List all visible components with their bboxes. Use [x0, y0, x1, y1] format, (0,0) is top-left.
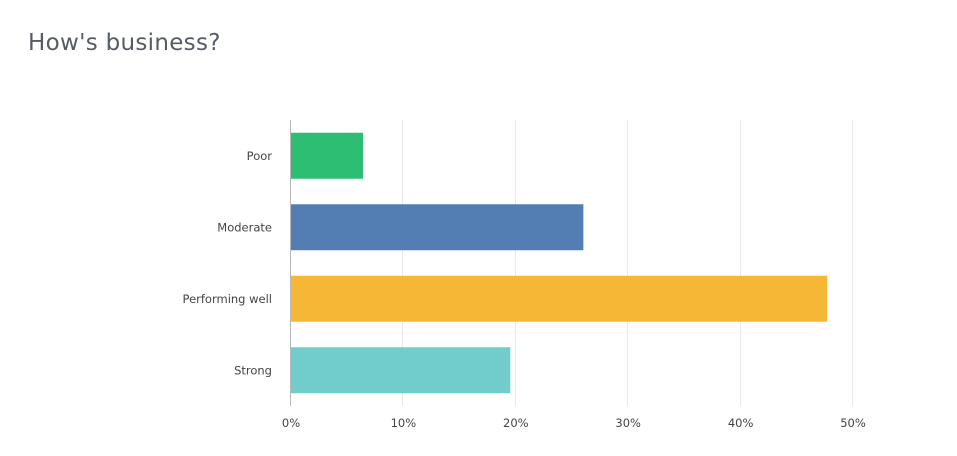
category-label-moderate: Moderate — [217, 220, 272, 234]
x-tick-label-0: 0% — [282, 416, 300, 430]
bar-strong — [291, 347, 511, 394]
category-label-poor: Poor — [247, 149, 273, 163]
bar-performing-well — [291, 275, 828, 322]
x-tick-label-50: 50% — [840, 416, 866, 430]
category-label-performing-well: Performing well — [183, 292, 272, 306]
x-tick-label-30: 30% — [615, 416, 641, 430]
x-tick-label-10: 10% — [391, 416, 417, 430]
x-tick-label-20: 20% — [503, 416, 529, 430]
chart-title: How's business? — [28, 30, 221, 56]
category-label-strong: Strong — [234, 363, 272, 377]
x-tick-label-40: 40% — [728, 416, 754, 430]
bar-poor — [291, 132, 364, 179]
bar-moderate — [291, 204, 584, 251]
